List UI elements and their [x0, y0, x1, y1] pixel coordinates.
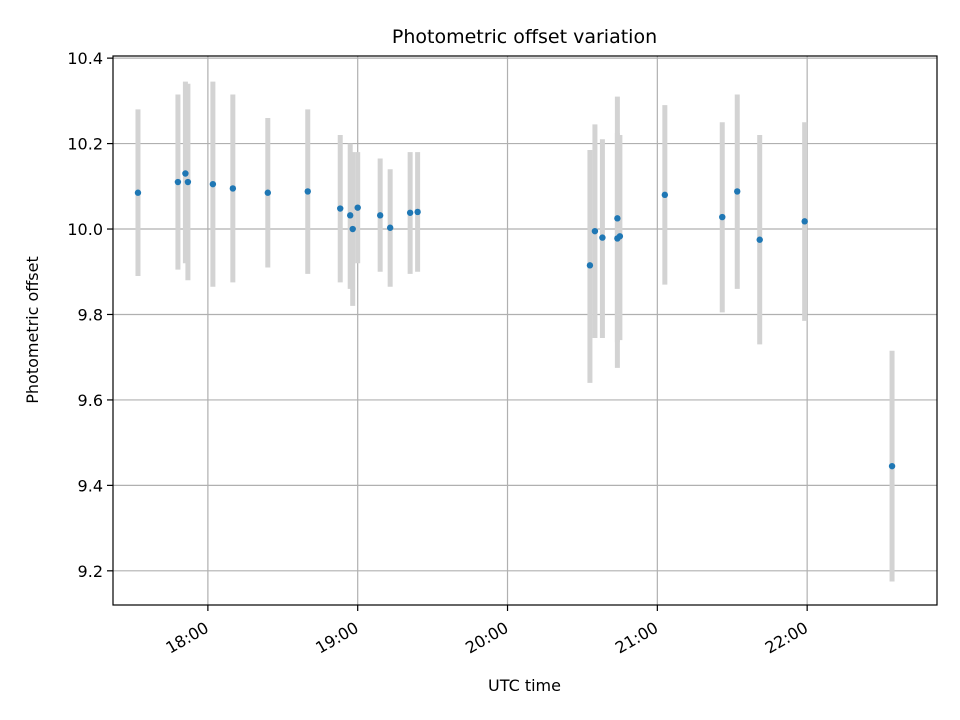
data-point — [734, 188, 741, 195]
data-point — [347, 212, 354, 219]
plot-background — [113, 56, 937, 605]
data-point — [174, 178, 182, 186]
y-tick-label: 10.2 — [67, 135, 103, 154]
data-point — [586, 262, 594, 269]
data-point — [304, 188, 311, 195]
data-point — [591, 227, 599, 235]
data-point — [599, 234, 606, 241]
data-point — [406, 209, 414, 216]
data-point — [756, 236, 763, 243]
data-point — [414, 208, 421, 216]
data-point — [229, 185, 237, 192]
y-tick-label: 9.8 — [78, 305, 103, 324]
data-point — [337, 205, 344, 212]
data-point — [616, 233, 624, 240]
x-axis-title: UTC time — [488, 676, 561, 695]
y-tick-label: 9.6 — [78, 391, 103, 410]
y-tick-label: 10.0 — [67, 220, 103, 239]
data-point — [719, 213, 726, 221]
plot-frame — [112, 55, 938, 606]
data-point — [264, 189, 272, 196]
y-tick-label: 9.2 — [78, 562, 103, 581]
data-points — [134, 170, 896, 470]
data-point — [386, 224, 394, 231]
data-point — [661, 191, 669, 199]
data-point — [349, 225, 356, 233]
data-point — [209, 180, 217, 188]
data-point — [888, 462, 896, 470]
y-axis: 9.2 9.4 9.6 9.8 10.0 10.2 10.4 — [67, 49, 113, 581]
grid — [113, 56, 937, 605]
data-point — [376, 212, 384, 219]
data-point — [354, 204, 361, 211]
y-axis-title: Photometric offset — [23, 256, 42, 404]
data-point — [134, 189, 142, 196]
data-point — [182, 170, 189, 177]
data-point — [614, 215, 621, 222]
chart-title: Photometric offset variation — [392, 26, 657, 48]
y-tick-label: 10.4 — [67, 49, 103, 68]
plot-area — [112, 55, 938, 606]
y-tick-label: 9.4 — [78, 476, 103, 495]
data-point — [801, 218, 808, 225]
data-point — [184, 178, 192, 186]
